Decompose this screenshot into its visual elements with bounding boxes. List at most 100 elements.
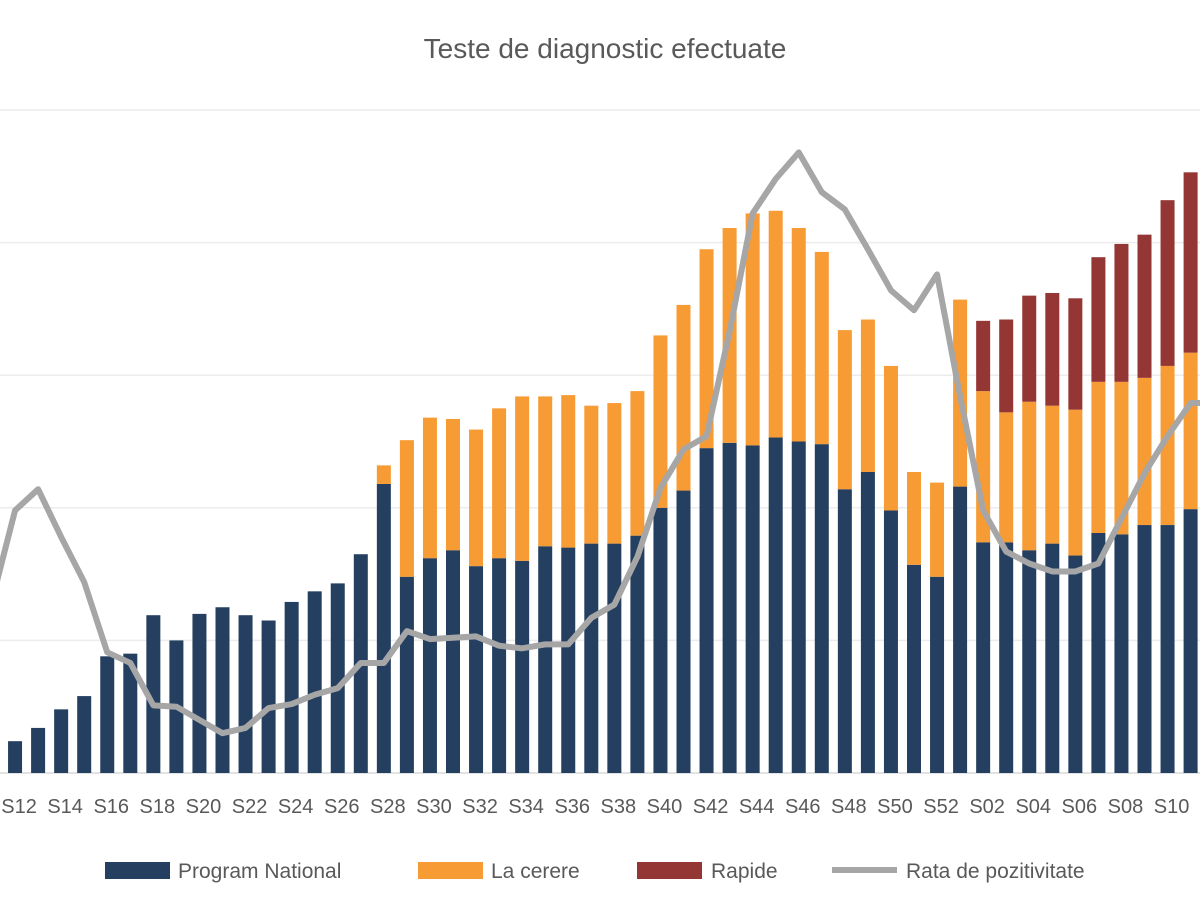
bar-la-cerere-S28 <box>376 465 391 484</box>
bar-la-cerere-S11 <box>1183 352 1198 510</box>
bar-la-cerere-S34 <box>515 396 530 561</box>
bar-la-cerere-S39 <box>630 391 645 536</box>
bar-program-national-S39 <box>630 535 645 773</box>
x-tick-label: S10 <box>1154 796 1190 818</box>
bar-la-cerere-S09 <box>1137 377 1152 526</box>
bar-rapide-S10 <box>1160 200 1175 366</box>
legend-item-program-national: Program National <box>105 860 341 883</box>
x-tick-label: S22 <box>232 796 268 818</box>
bar-program-national-S04 <box>1022 550 1037 773</box>
x-tick-label: S50 <box>877 796 913 818</box>
bars <box>8 172 1198 773</box>
bar-rapide-S08 <box>1114 243 1129 382</box>
bar-la-cerere-S04 <box>1022 401 1037 551</box>
bar-rapide-S02 <box>976 320 991 392</box>
bar-program-national-S13 <box>31 727 46 773</box>
bar-la-cerere-S29 <box>399 440 414 577</box>
x-tick-label: S04 <box>1015 796 1051 818</box>
bar-program-national-S22 <box>238 615 253 773</box>
bar-program-national-S21 <box>215 607 230 773</box>
bar-la-cerere-S08 <box>1114 381 1129 535</box>
bar-program-national-S35 <box>538 546 553 773</box>
bar-program-national-S34 <box>515 560 530 773</box>
legend-label-program-national: Program National <box>178 860 341 883</box>
bar-program-national-S40 <box>653 507 668 773</box>
x-tick-label: S36 <box>554 796 590 818</box>
bar-la-cerere-S07 <box>1091 381 1106 533</box>
bar-la-cerere-S10 <box>1160 365 1175 526</box>
bar-program-national-S18 <box>146 615 161 773</box>
legend-label-rapide: Rapide <box>711 860 778 883</box>
bar-program-national-S01 <box>953 486 968 773</box>
legend-swatch-la-cerere <box>418 862 483 879</box>
bar-program-national-S48 <box>837 489 852 773</box>
x-tick-label: S30 <box>416 796 452 818</box>
x-tick-label: S28 <box>370 796 406 818</box>
bar-program-national-S03 <box>999 542 1014 773</box>
bar-la-cerere-S40 <box>653 335 668 508</box>
bar-program-national-S09 <box>1137 525 1152 773</box>
x-tick-label: S14 <box>47 796 83 818</box>
positivity-line <box>0 149 1200 737</box>
legend-swatch-program-national <box>105 862 170 879</box>
bar-program-national-S10 <box>1160 525 1175 773</box>
bar-program-national-S29 <box>399 576 414 773</box>
bar-program-national-S45 <box>768 437 783 773</box>
bar-rapide-S03 <box>999 319 1014 413</box>
bar-program-national-S32 <box>469 566 484 773</box>
bar-la-cerere-S52 <box>930 482 945 577</box>
x-tick-label: S08 <box>1108 796 1144 818</box>
x-tick-label: S18 <box>140 796 176 818</box>
x-tick-label: S16 <box>93 796 129 818</box>
bar-la-cerere-S42 <box>699 249 714 449</box>
chart-title: Teste de diagnostic efectuate <box>424 33 787 64</box>
bar-program-national-S41 <box>676 490 691 773</box>
bar-la-cerere-S05 <box>1045 405 1060 544</box>
bar-program-national-S49 <box>860 471 875 773</box>
bar-la-cerere-S46 <box>791 228 806 442</box>
bar-la-cerere-S36 <box>561 395 576 548</box>
x-axis-tick-labels: S12 S14 S16 S18 S20 S22 S24 S26 S28 S30 S32 S34 S36 S… <box>1 796 1189 818</box>
bar-program-national-S43 <box>722 442 737 773</box>
bar-la-cerere-S49 <box>860 319 875 472</box>
x-tick-label: S12 <box>1 796 37 818</box>
bar-program-national-S20 <box>192 613 207 773</box>
x-tick-label: S38 <box>601 796 637 818</box>
bar-program-national-S46 <box>791 441 806 773</box>
bar-program-national-S42 <box>699 448 714 773</box>
x-tick-label: S26 <box>324 796 360 818</box>
legend-swatch-rapide <box>637 862 702 879</box>
line-rata-de-pozitivitate <box>0 149 1200 737</box>
bar-program-national-S30 <box>422 558 437 773</box>
bar-program-national-S24 <box>284 601 299 773</box>
bar-rapide-S06 <box>1068 298 1083 410</box>
x-tick-label: S34 <box>508 796 544 818</box>
bar-rapide-S05 <box>1045 292 1060 406</box>
bar-program-national-S06 <box>1068 555 1083 773</box>
bar-program-national-S50 <box>883 510 898 773</box>
bar-program-national-S17 <box>123 653 138 773</box>
bar-rapide-S09 <box>1137 234 1152 378</box>
bar-program-national-S28 <box>376 483 391 773</box>
bar-rapide-S11 <box>1183 172 1198 353</box>
bar-program-national-S47 <box>814 444 829 773</box>
bar-la-cerere-S03 <box>999 412 1014 543</box>
x-tick-label: S06 <box>1062 796 1098 818</box>
bar-la-cerere-S45 <box>768 210 783 438</box>
bar-program-national-S33 <box>492 558 507 773</box>
bar-program-national-S23 <box>261 620 276 773</box>
bar-la-cerere-S51 <box>907 471 921 565</box>
bar-la-cerere-S35 <box>538 396 553 547</box>
bar-program-national-S12 <box>8 741 23 773</box>
bar-program-national-S08 <box>1114 534 1129 773</box>
bar-program-national-S05 <box>1045 543 1060 773</box>
bar-rapide-S07 <box>1091 257 1106 382</box>
bar-program-national-S38 <box>607 543 622 773</box>
bar-la-cerere-S37 <box>584 405 599 544</box>
bar-la-cerere-S31 <box>446 418 460 551</box>
bar-la-cerere-S33 <box>492 408 507 559</box>
legend: Program National La cerere Rapide Rata d… <box>105 860 1085 883</box>
bar-program-national-S36 <box>561 547 576 773</box>
x-tick-label: S02 <box>969 796 1005 818</box>
